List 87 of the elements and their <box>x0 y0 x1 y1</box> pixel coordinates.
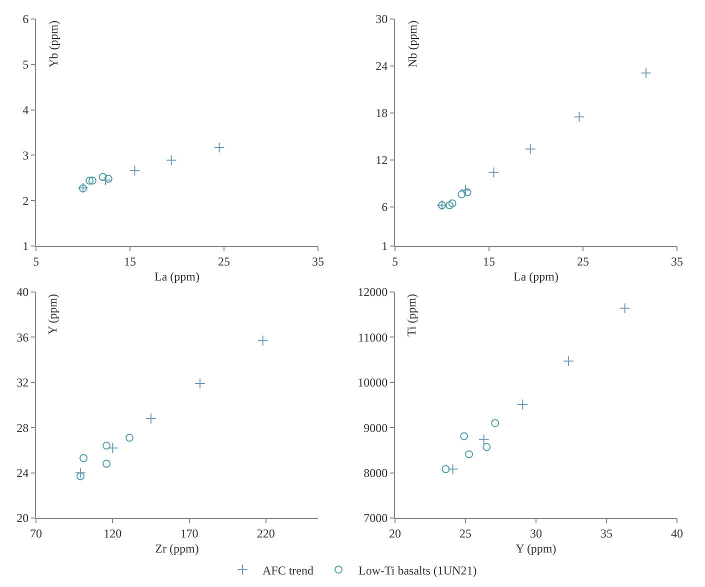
x-tick-label: 70 <box>30 526 42 540</box>
point <box>574 111 585 122</box>
point <box>194 378 206 389</box>
y-tick-label: 4 <box>22 103 29 117</box>
point <box>488 167 500 178</box>
y-tick-label: 5 <box>22 58 29 72</box>
x-tick-label: 40 <box>671 526 683 540</box>
y-tick-label: 1 <box>22 239 29 254</box>
point <box>460 184 471 196</box>
point <box>482 443 491 452</box>
x-axis-title: La (ppm) <box>514 269 558 284</box>
point <box>478 434 490 445</box>
x-tick-label: 25 <box>577 254 589 268</box>
x-tick-label: 15 <box>124 254 136 268</box>
x-tick-label: 120 <box>104 526 122 540</box>
y-tick-label: 28 <box>16 420 29 435</box>
point <box>125 434 134 442</box>
point <box>257 335 268 346</box>
y-tick-label: 10000 <box>358 376 388 390</box>
point <box>107 442 118 454</box>
point <box>166 154 177 166</box>
y-tick-label: 2 <box>22 194 29 208</box>
y-axis-title: Y (ppm) <box>46 294 60 334</box>
legend-label: Low-Ti basalts (1UN21) <box>358 563 477 578</box>
point <box>524 144 536 154</box>
point <box>458 190 466 198</box>
y-axis-title: Nb (ppm) <box>406 20 420 68</box>
point <box>448 199 456 208</box>
y-tick-label: 24 <box>376 59 388 74</box>
x-tick-label: 220 <box>256 526 275 540</box>
point <box>102 442 110 450</box>
point <box>80 454 88 462</box>
point <box>76 472 84 480</box>
y-tick-label: 7000 <box>364 511 388 526</box>
y-tick-label: 40 <box>16 285 29 300</box>
point <box>463 188 472 196</box>
point <box>446 201 454 210</box>
y-axis-title: Ti (ppm) <box>404 294 418 336</box>
x-tick-label: 5 <box>33 254 39 268</box>
y-tick-label: 11000 <box>358 330 388 344</box>
y-tick-label: 30 <box>376 12 388 26</box>
point <box>88 176 96 185</box>
point <box>98 172 107 181</box>
point <box>517 399 528 410</box>
point <box>442 465 450 474</box>
y-tick-label: 12 <box>376 153 388 168</box>
point <box>491 419 500 428</box>
y-tick-label: 12000 <box>358 285 388 300</box>
x-tick-label: 170 <box>180 526 198 540</box>
point <box>619 302 630 314</box>
y-tick-label: 6 <box>22 12 29 26</box>
point <box>640 68 652 78</box>
x-tick-label: 25 <box>218 254 230 268</box>
y-tick-label: 9000 <box>364 420 388 435</box>
y-tick-label: 32 <box>16 376 29 390</box>
point <box>214 142 225 153</box>
point <box>86 176 94 185</box>
x-tick-label: 25 <box>460 526 472 540</box>
point <box>104 174 112 183</box>
x-tick-label: 5 <box>392 254 398 268</box>
x-axis-title: Y (ppm) <box>516 541 556 556</box>
point <box>460 432 468 440</box>
legend-label: AFC trend <box>262 563 314 578</box>
point <box>129 165 140 176</box>
point <box>465 450 474 458</box>
y-tick-label: 36 <box>16 330 29 344</box>
point <box>563 356 574 367</box>
y-axis-title: Yb (ppm) <box>46 20 60 68</box>
y-tick-label: 1 <box>382 239 388 254</box>
point <box>447 464 458 475</box>
x-axis-title: Zr (ppm) <box>155 541 199 556</box>
y-tick-label: 18 <box>376 106 388 120</box>
y-tick-label: 3 <box>22 148 29 162</box>
x-tick-label: 35 <box>671 254 683 268</box>
point <box>100 174 111 186</box>
x-tick-label: 30 <box>530 526 542 540</box>
x-tick-label: 35 <box>312 254 324 268</box>
y-tick-label: 20 <box>16 511 29 526</box>
point <box>146 413 156 424</box>
point <box>75 467 86 478</box>
y-tick-label: 8000 <box>364 466 388 480</box>
point <box>102 460 110 468</box>
y-tick-label: 6 <box>382 200 388 214</box>
x-tick-label: 15 <box>483 254 495 268</box>
y-tick-label: 24 <box>16 466 29 480</box>
x-tick-label: 35 <box>600 526 612 540</box>
x-axis-title: La (ppm) <box>154 269 200 284</box>
